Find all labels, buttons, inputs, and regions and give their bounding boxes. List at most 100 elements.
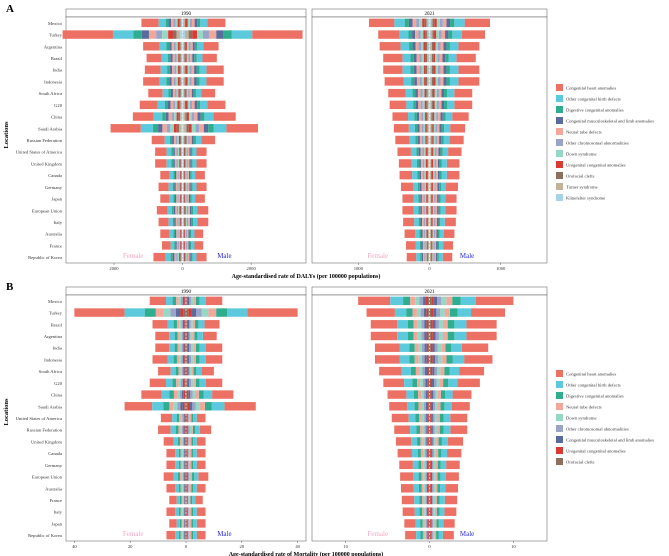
bar-segment bbox=[176, 241, 179, 250]
bar-segment bbox=[431, 147, 433, 156]
bar-segment bbox=[441, 159, 447, 168]
bar-segment bbox=[152, 402, 164, 411]
bar-segment bbox=[192, 182, 197, 192]
legend-label: Digestive congenital anomalies bbox=[566, 394, 624, 399]
bar-segment bbox=[180, 366, 183, 376]
bar-segment bbox=[175, 18, 178, 28]
bar-segment bbox=[143, 77, 160, 86]
category-label: Argentina bbox=[44, 44, 62, 49]
bar-segment bbox=[198, 390, 204, 399]
bar-segment bbox=[399, 30, 409, 39]
bar-segment bbox=[177, 100, 180, 110]
bar-segment bbox=[175, 460, 179, 470]
bar-segment bbox=[423, 390, 426, 399]
bar-segment bbox=[433, 460, 436, 470]
bar-segment bbox=[205, 296, 223, 306]
bar-segment bbox=[421, 77, 425, 86]
bar-segment bbox=[434, 252, 436, 262]
bar-segment bbox=[173, 320, 177, 329]
bar-segment bbox=[177, 194, 179, 203]
bar-segment bbox=[186, 530, 187, 540]
bar-segment bbox=[420, 147, 423, 156]
x-tick-label: 0 bbox=[185, 544, 188, 549]
bar-segment bbox=[187, 460, 189, 470]
bar-segment bbox=[188, 530, 190, 540]
bar-segment bbox=[191, 206, 194, 215]
bar-segment bbox=[173, 390, 178, 399]
bar-segment bbox=[197, 331, 203, 341]
bar-segment bbox=[193, 366, 197, 376]
bar-segment bbox=[419, 124, 422, 133]
bar-segment bbox=[178, 530, 181, 540]
bar-segment bbox=[426, 124, 428, 133]
bar-segment bbox=[429, 124, 431, 133]
bar-segment bbox=[452, 390, 472, 399]
bar-segment bbox=[198, 472, 209, 481]
bar-segment bbox=[424, 229, 426, 238]
bar-segment bbox=[186, 18, 188, 28]
bar-segment bbox=[182, 355, 185, 364]
bar-segment bbox=[394, 425, 411, 434]
bar-segment bbox=[426, 343, 429, 352]
bar-segment bbox=[156, 30, 163, 39]
bar-segment bbox=[444, 217, 456, 227]
bar-segment bbox=[174, 252, 177, 262]
category-label: Brazil bbox=[51, 322, 63, 327]
bar-segment bbox=[183, 229, 185, 238]
category-label: Saudi Arabia bbox=[38, 404, 62, 409]
bar-segment bbox=[178, 378, 181, 388]
bar-segment bbox=[185, 159, 187, 168]
bar-segment bbox=[428, 194, 430, 203]
bar-segment bbox=[184, 425, 186, 434]
bar-segment bbox=[173, 206, 176, 215]
bar-segment bbox=[425, 390, 428, 399]
bar-segment bbox=[421, 472, 424, 481]
bar-segment bbox=[186, 135, 189, 145]
bar-segment bbox=[425, 484, 427, 493]
bar-segment bbox=[193, 343, 196, 352]
bar-segment bbox=[428, 484, 429, 493]
bar-segment bbox=[438, 206, 441, 215]
bar-segment bbox=[184, 402, 186, 411]
bar-segment bbox=[188, 241, 190, 250]
bar-segment bbox=[140, 124, 154, 133]
bar-segment bbox=[431, 507, 434, 516]
bar-segment bbox=[428, 100, 430, 110]
bar-segment bbox=[445, 390, 453, 399]
bar-segment bbox=[433, 217, 436, 227]
bar-segment bbox=[389, 402, 408, 411]
bar-segment bbox=[432, 229, 434, 238]
bar-segment bbox=[181, 100, 183, 110]
bar-segment bbox=[439, 182, 442, 192]
bar-segment bbox=[406, 308, 413, 317]
bar-segment bbox=[163, 437, 174, 446]
bar-segment bbox=[428, 170, 429, 180]
bar-segment bbox=[447, 320, 455, 329]
bar-segment bbox=[174, 331, 178, 341]
bar-segment bbox=[442, 530, 454, 540]
panel-a-dalys: LocationsMexicoTurkeyArgentinaBrazilIndi… bbox=[3, 8, 654, 280]
bar-segment bbox=[184, 100, 186, 110]
bar-segment bbox=[186, 229, 188, 238]
bar-segment bbox=[170, 124, 174, 133]
bar-segment bbox=[440, 147, 443, 156]
bar-segment bbox=[172, 217, 175, 227]
bar-segment bbox=[193, 378, 196, 388]
male-label: Male bbox=[460, 252, 474, 260]
bar-segment bbox=[188, 30, 193, 39]
bar-segment bbox=[414, 355, 419, 364]
bar-segment bbox=[424, 147, 426, 156]
bar-segment bbox=[186, 88, 189, 98]
bar-segment bbox=[433, 402, 436, 411]
bar-segment bbox=[393, 124, 409, 133]
bar-segment bbox=[409, 355, 415, 364]
bar-segment bbox=[187, 194, 189, 203]
bar-segment bbox=[374, 343, 400, 352]
bar-segment bbox=[186, 390, 187, 399]
bar-segment bbox=[186, 320, 187, 329]
bar-segment bbox=[185, 170, 187, 180]
bar-segment bbox=[186, 448, 188, 458]
bar-segment bbox=[420, 308, 424, 317]
bar-segment bbox=[431, 413, 433, 423]
legend-label: Urogenital congenital anomalies bbox=[566, 449, 626, 454]
